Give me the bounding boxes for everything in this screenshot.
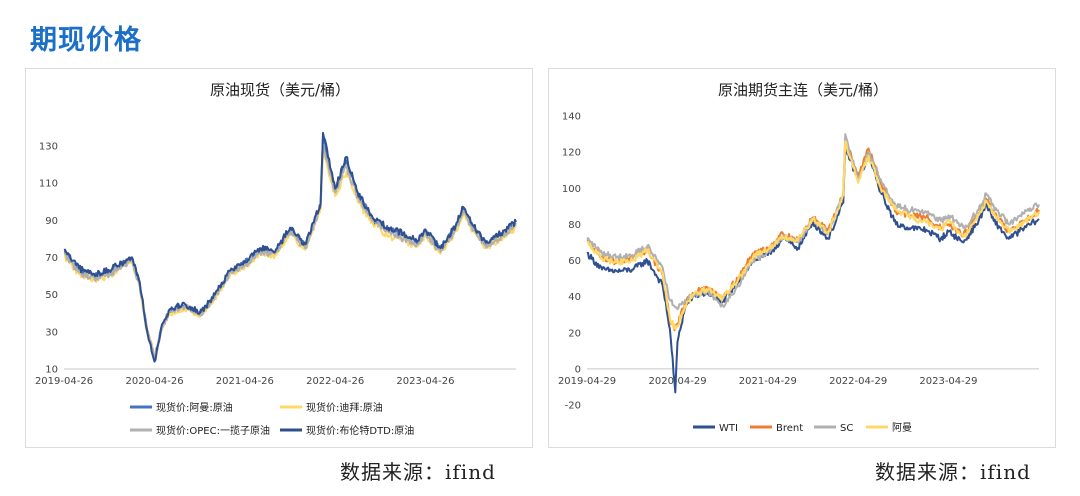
x-tick-label: 2019-04-29 <box>558 376 616 387</box>
y-tick-label: 50 <box>45 290 58 301</box>
legend-item: 现货价:布伦特DTD:原油 <box>280 424 414 437</box>
x-tick-label: 2022-04-26 <box>306 376 364 387</box>
y-tick-label: 90 <box>45 216 58 227</box>
x-tick-label: 2019-04-26 <box>35 376 93 387</box>
series-line <box>63 144 517 359</box>
legend-label: WTI <box>719 423 738 434</box>
y-tick-label: 0 <box>575 364 581 375</box>
legend-item: SC <box>814 423 853 434</box>
x-tick-label: 2023-04-29 <box>919 376 977 387</box>
x-tick-label: 2020-04-26 <box>125 376 183 387</box>
legend-label: 现货价:阿曼:原油 <box>156 401 233 414</box>
y-tick-label: 140 <box>562 112 581 123</box>
series-line <box>63 135 517 361</box>
legend-label: SC <box>840 423 853 434</box>
x-tick-label: 2021-04-26 <box>216 376 274 387</box>
x-tick-label: 2022-04-29 <box>829 376 887 387</box>
legend-item: 现货价:阿曼:原油 <box>130 401 233 414</box>
legend-label: 阿曼 <box>892 422 912 434</box>
y-tick-label: 120 <box>562 148 581 159</box>
series-line <box>586 145 1040 394</box>
y-tick-label: 130 <box>39 141 58 152</box>
chart-title: 原油期货主连（美元/桶） <box>718 81 888 99</box>
chart-title: 原油现货（美元/桶） <box>210 81 350 99</box>
futures-chart: 原油期货主连（美元/桶） -20 0 20 40 60 80 100 120 140 2019-04… <box>558 81 1040 434</box>
spot-chart-panel: 原油现货（美元/桶） 10 30 50 70 90 110 130 2019-04-26 2020… <box>25 68 533 448</box>
x-tick-label: 2020-04-29 <box>648 376 706 387</box>
y-tick-label: -20 <box>565 401 581 412</box>
legend-label: 现货价:迪拜:原油 <box>306 401 383 414</box>
y-tick-label: 110 <box>39 179 58 190</box>
y-tick-label: 80 <box>568 220 581 231</box>
legend-item: Brent <box>750 423 803 434</box>
legend-label: 现货价:OPEC:一揽子原油 <box>156 424 270 437</box>
source-label-right: 数据来源：ifind <box>875 460 1031 484</box>
series-line <box>63 131 517 363</box>
y-tick-label: 10 <box>45 365 58 376</box>
x-tick-label: 2021-04-29 <box>739 376 797 387</box>
legend-item: 现货价:迪拜:原油 <box>280 401 383 414</box>
y-tick-label: 20 <box>568 328 581 339</box>
legend-item: 现货价:OPEC:一揽子原油 <box>130 424 270 437</box>
y-tick-label: 100 <box>562 184 581 195</box>
y-tick-label: 60 <box>568 256 581 267</box>
source-label-left: 数据来源：ifind <box>340 460 496 484</box>
y-tick-label: 40 <box>568 292 581 303</box>
legend-label: Brent <box>776 423 803 434</box>
series-line <box>63 148 517 356</box>
spot-chart: 原油现货（美元/桶） 10 30 50 70 90 110 130 2019-04-26 2020… <box>35 81 517 437</box>
x-tick-label: 2023-04-26 <box>396 376 454 387</box>
futures-chart-panel: 原油期货主连（美元/桶） -20 0 20 40 60 80 100 120 140 2019-04… <box>548 68 1056 448</box>
y-tick-label: 30 <box>45 327 58 338</box>
page-title: 期现价格 <box>30 25 142 56</box>
legend-label: 现货价:布伦特DTD:原油 <box>306 424 414 437</box>
y-tick-label: 70 <box>45 253 58 264</box>
series-line <box>586 140 1040 331</box>
legend-item: 阿曼 <box>866 422 912 434</box>
legend-item: WTI <box>693 423 738 434</box>
